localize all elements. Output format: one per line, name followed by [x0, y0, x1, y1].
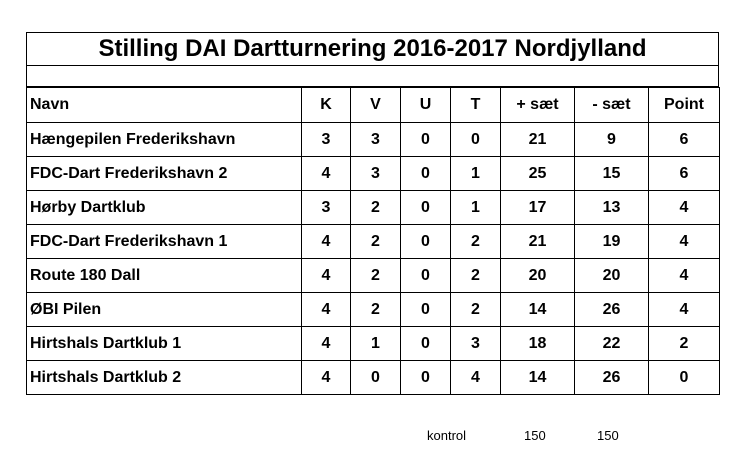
standings-sheet: Stilling DAI Dartturnering 2016-2017 Nor…	[26, 32, 720, 395]
table-row: Hængepilen Frederikshavn 3 3 0 0 21 9 6	[26, 122, 720, 157]
stat-cell: 18	[500, 326, 575, 361]
stat-cell: 0	[400, 224, 451, 259]
stat-cell: 0	[450, 122, 501, 157]
stat-cell: 2	[450, 292, 501, 327]
stat-cell: 0	[400, 292, 451, 327]
stat-cell: 3	[450, 326, 501, 361]
page-title: Stilling DAI Dartturnering 2016-2017 Nor…	[26, 32, 719, 66]
table-row: ØBI Pilen 4 2 0 2 14 26 4	[26, 292, 720, 327]
table-row: FDC-Dart Frederikshavn 2 4 3 0 1 25 15 6	[26, 156, 720, 191]
table-row: Hørby Dartklub 3 2 0 1 17 13 4	[26, 190, 720, 225]
stat-cell: 2	[350, 190, 401, 225]
stat-cell: 1	[450, 156, 501, 191]
stat-cell: 0	[400, 258, 451, 293]
column-header: + sæt	[500, 87, 575, 123]
stat-cell: 4	[648, 292, 720, 327]
stat-cell: 4	[301, 224, 351, 259]
team-name-cell: Route 180 Dall	[26, 258, 302, 293]
table-row: Route 180 Dall 4 2 0 2 20 20 4	[26, 258, 720, 293]
stat-cell: 0	[350, 360, 401, 395]
stat-cell: 4	[301, 360, 351, 395]
stat-cell: 4	[648, 190, 720, 225]
stat-cell: 0	[400, 326, 451, 361]
stat-cell: 20	[574, 258, 649, 293]
stat-cell: 3	[301, 122, 351, 157]
stat-cell: 21	[500, 224, 575, 259]
standings-table: Navn K V U T + sæt - sæt Point Hængepile…	[26, 87, 720, 395]
stat-cell: 0	[400, 360, 451, 395]
stat-cell: 9	[574, 122, 649, 157]
stat-cell: 21	[500, 122, 575, 157]
stat-cell: 6	[648, 122, 720, 157]
stat-cell: 0	[400, 190, 451, 225]
stat-cell: 3	[350, 122, 401, 157]
team-name-cell: Hængepilen Frederikshavn	[26, 122, 302, 157]
column-header: Point	[648, 87, 720, 123]
control-minus-total: 150	[597, 428, 619, 443]
stat-cell: 6	[648, 156, 720, 191]
column-header: V	[350, 87, 401, 123]
team-name-cell: ØBI Pilen	[26, 292, 302, 327]
stat-cell: 4	[301, 292, 351, 327]
stat-cell: 0	[400, 156, 451, 191]
stat-cell: 1	[450, 190, 501, 225]
stat-cell: 2	[648, 326, 720, 361]
header-row: Navn K V U T + sæt - sæt Point	[26, 87, 720, 123]
table-row: FDC-Dart Frederikshavn 1 4 2 0 2 21 19 4	[26, 224, 720, 259]
team-name-cell: Hirtshals Dartklub 1	[26, 326, 302, 361]
column-header: - sæt	[574, 87, 649, 123]
column-header: Navn	[26, 87, 302, 123]
stat-cell: 25	[500, 156, 575, 191]
stat-cell: 2	[450, 224, 501, 259]
stat-cell: 22	[574, 326, 649, 361]
stat-cell: 3	[301, 190, 351, 225]
team-name-cell: FDC-Dart Frederikshavn 2	[26, 156, 302, 191]
stat-cell: 2	[450, 258, 501, 293]
stat-cell: 26	[574, 292, 649, 327]
stat-cell: 4	[450, 360, 501, 395]
team-name-cell: Hørby Dartklub	[26, 190, 302, 225]
stat-cell: 3	[350, 156, 401, 191]
stat-cell: 4	[648, 258, 720, 293]
stat-cell: 20	[500, 258, 575, 293]
column-header: K	[301, 87, 351, 123]
team-name-cell: FDC-Dart Frederikshavn 1	[26, 224, 302, 259]
stat-cell: 14	[500, 292, 575, 327]
stat-cell: 19	[574, 224, 649, 259]
stat-cell: 2	[350, 224, 401, 259]
stat-cell: 26	[574, 360, 649, 395]
stat-cell: 4	[301, 156, 351, 191]
stat-cell: 17	[500, 190, 575, 225]
table-row: Hirtshals Dartklub 2 4 0 0 4 14 26 0	[26, 360, 720, 395]
stat-cell: 0	[400, 122, 451, 157]
stat-cell: 2	[350, 258, 401, 293]
table-row: Hirtshals Dartklub 1 4 1 0 3 18 22 2	[26, 326, 720, 361]
stat-cell: 4	[301, 258, 351, 293]
control-plus-total: 150	[524, 428, 546, 443]
stat-cell: 2	[350, 292, 401, 327]
team-name-cell: Hirtshals Dartklub 2	[26, 360, 302, 395]
column-header: T	[450, 87, 501, 123]
stat-cell: 4	[301, 326, 351, 361]
stat-cell: 1	[350, 326, 401, 361]
control-label: kontrol	[427, 428, 467, 443]
stat-cell: 0	[648, 360, 720, 395]
column-header: U	[400, 87, 451, 123]
stat-cell: 4	[648, 224, 720, 259]
stat-cell: 13	[574, 190, 649, 225]
spacer-row	[26, 66, 719, 87]
stat-cell: 14	[500, 360, 575, 395]
stat-cell: 15	[574, 156, 649, 191]
